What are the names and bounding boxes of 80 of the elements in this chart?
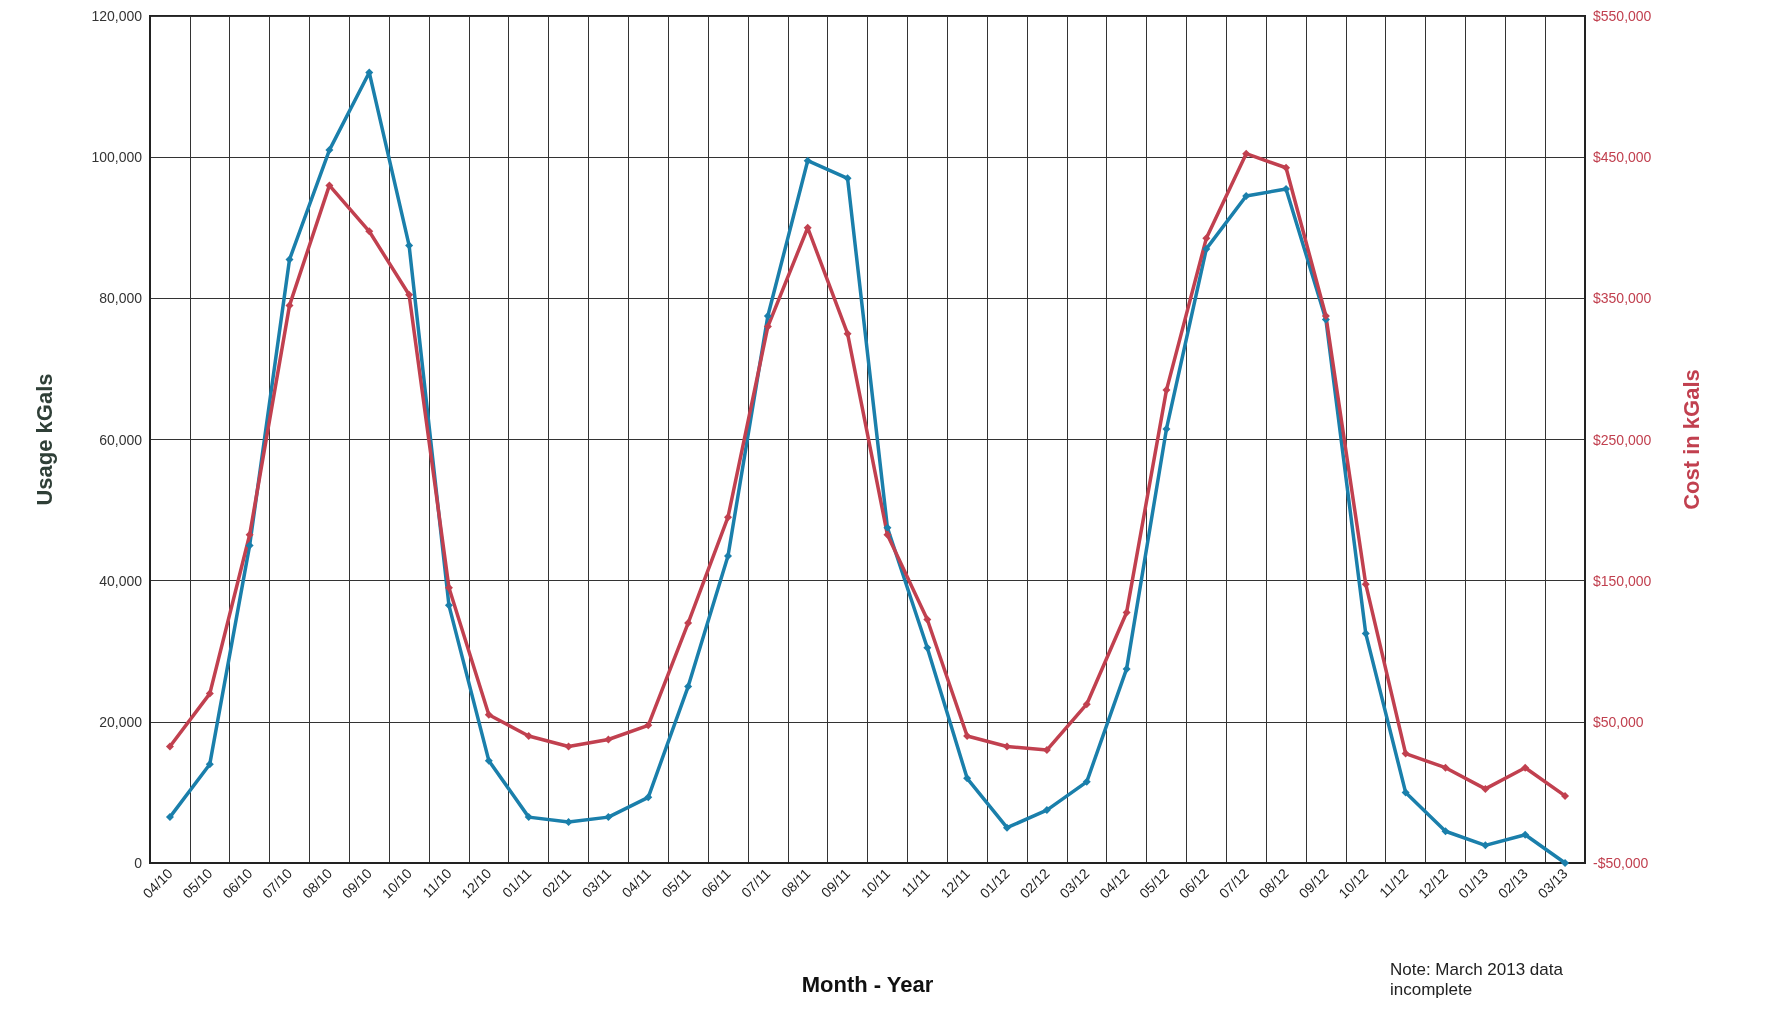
point (1162, 386, 1171, 395)
point (763, 322, 772, 331)
y2-axis-title: Cost in kGals (1678, 369, 1704, 510)
point (1401, 749, 1410, 758)
point (325, 181, 334, 190)
point (484, 756, 493, 765)
point (564, 742, 573, 751)
point (325, 146, 334, 155)
point (1561, 859, 1570, 867)
point (723, 513, 732, 522)
point (1361, 580, 1370, 589)
point (1481, 784, 1490, 793)
y2-tick-label: -$50,000 (1593, 855, 1649, 871)
y2-tick-label: $50,000 (1593, 713, 1644, 730)
point (524, 813, 533, 822)
y-tick-label: 60,000 (99, 431, 143, 448)
point (165, 813, 174, 822)
point (1082, 700, 1091, 709)
point (405, 290, 414, 299)
y-tick-label: 120,000 (91, 8, 143, 24)
point (285, 255, 294, 264)
point (1521, 830, 1530, 839)
point (684, 619, 693, 628)
point (524, 731, 533, 740)
point (165, 742, 174, 751)
point (205, 760, 214, 769)
y-tick-label: 80,000 (99, 290, 143, 307)
y2-tick-label: $450,000 (1593, 149, 1652, 166)
point (923, 615, 932, 624)
point (684, 682, 693, 691)
point (644, 793, 653, 802)
point (1242, 149, 1251, 158)
point (1401, 788, 1410, 797)
point (1481, 841, 1490, 850)
text: Note: March 2013 data incomplete (1390, 960, 1564, 1000)
point (644, 721, 653, 730)
point (604, 735, 613, 744)
point (1521, 763, 1530, 772)
point (604, 813, 613, 822)
point (843, 329, 852, 338)
point (1282, 184, 1291, 193)
point (1202, 234, 1211, 243)
y-tick-label: 0 (134, 855, 143, 871)
point (1321, 311, 1330, 320)
point (1441, 827, 1450, 836)
point (923, 643, 932, 652)
x-axis-title: Month - Year (801, 971, 934, 997)
point (564, 818, 573, 827)
point (1282, 163, 1291, 172)
point (365, 227, 374, 236)
point (1561, 791, 1570, 800)
y2-tick-label: $350,000 (1593, 290, 1652, 307)
point (883, 523, 892, 532)
point (1361, 629, 1370, 638)
point (444, 601, 453, 610)
point (405, 241, 414, 250)
point (1003, 823, 1012, 832)
point (963, 774, 972, 783)
point (245, 530, 254, 539)
y2-tick-label: $250,000 (1593, 431, 1652, 448)
point (285, 301, 294, 310)
point (803, 156, 812, 165)
point (1162, 424, 1171, 433)
y-tick-label: 100,000 (91, 149, 143, 166)
point (1042, 806, 1051, 815)
y2-tick-label: $550,000 (1593, 8, 1652, 24)
point (843, 174, 852, 183)
y-tick-label: 20,000 (99, 713, 143, 730)
point (1122, 664, 1131, 673)
y-tick-label: 40,000 (99, 572, 143, 589)
point (1441, 763, 1450, 772)
point (205, 689, 214, 698)
point (1202, 244, 1211, 253)
point (484, 710, 493, 719)
point (1122, 608, 1131, 617)
point (883, 530, 892, 539)
y-axis-title: Usage kGals (31, 373, 57, 506)
point (245, 541, 254, 550)
point (1082, 777, 1091, 786)
y2-tick-label: $150,000 (1593, 572, 1652, 589)
